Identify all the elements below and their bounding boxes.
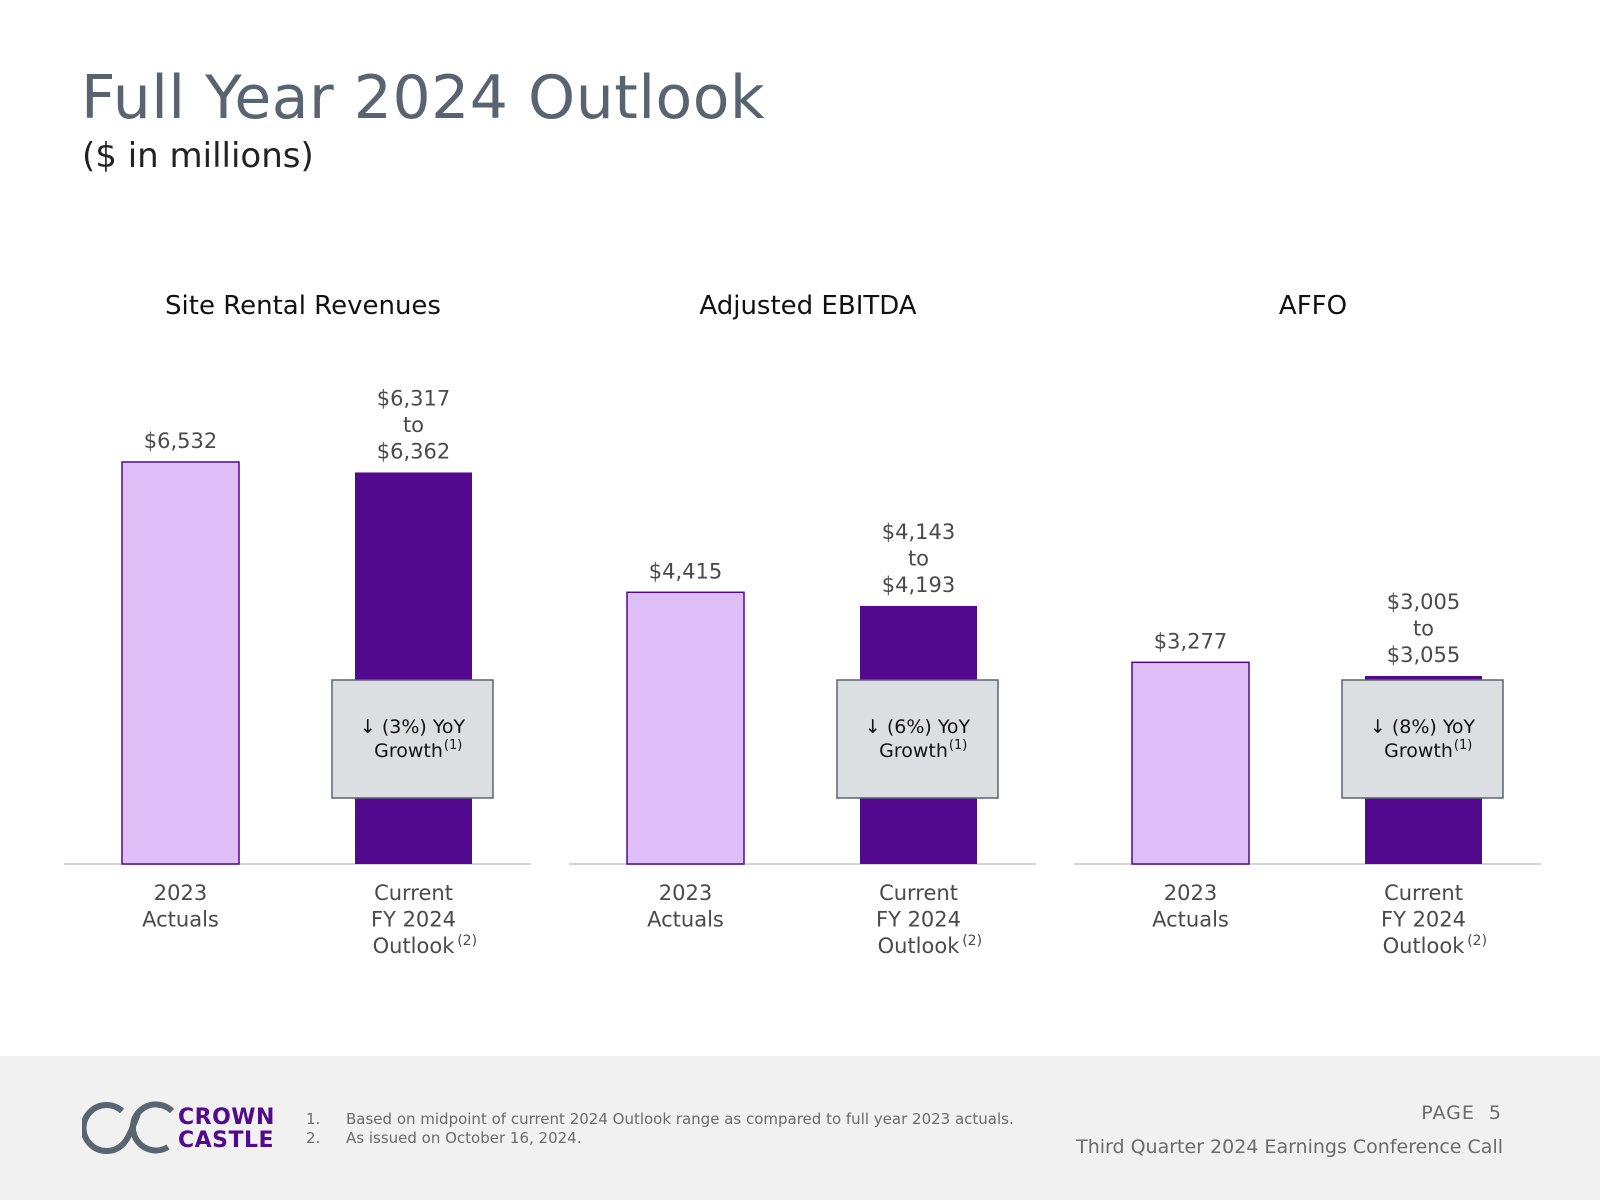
callout-growth-value: ↓ (3%) YoY [360,716,466,738]
footnote-2: 2. As issued on October 16, 2024. [306,1129,1014,1148]
page-label: PAGE [1421,1102,1475,1124]
charts-area: Site Rental Revenues $6,532 2023 Actuals $6,… [64,291,1541,958]
crown-castle-logo-mark-icon [82,1101,174,1154]
bar-fy2024-outlook [355,472,472,864]
x-tick-label: Outlook [878,934,961,958]
bar-value-label: $6,317 [377,386,450,410]
page-number: 5 [1488,1102,1502,1124]
x-tick-label: Current [1384,881,1463,905]
bar-value-label: $3,277 [1154,629,1227,653]
chart-title: AFFO [1279,291,1347,321]
x-tick-label: Outlook [1383,934,1466,958]
bar-2023-actuals [121,461,240,865]
page-indicator: PAGE 5 [1421,1102,1502,1124]
page-title: Full Year 2024 Outlook [81,63,766,133]
chart-title: Adjusted EBITDA [699,291,916,321]
logo-line-1: CROWN [178,1105,275,1130]
callout-growth-value: ↓ (6%) YoY [865,716,971,738]
callout-superscript: (1) [1454,738,1472,753]
bar-value-label: to [908,546,929,570]
bar-value-label: $4,193 [882,573,955,597]
footnote-text: As issued on October 16, 2024. [346,1129,582,1147]
footnote-text: Based on midpoint of current 2024 Outloo… [346,1110,1014,1128]
bar-2023-actuals [626,591,745,865]
x-tick-label: Actuals [142,908,219,932]
x-tick-label: FY 2024 [876,908,961,932]
callout-growth-label: Growth [1384,740,1453,762]
logo-wordmark: CROWN CASTLE [178,1106,275,1152]
footnote-number: 1. [306,1110,321,1128]
callout-growth-label: Growth [374,740,443,762]
callout-superscript: (1) [444,738,462,753]
x-tick-superscript: (2) [457,933,477,949]
x-tick-label: 2023 [154,881,207,905]
yoy-growth-callout [836,679,999,799]
x-tick-label: Actuals [1152,908,1229,932]
footnote-1: 1. Based on midpoint of current 2024 Out… [306,1110,1014,1129]
chart-title: Site Rental Revenues [165,291,441,321]
x-tick-superscript: (2) [1467,933,1487,949]
x-tick-label: Outlook [373,934,456,958]
callout-growth-label: Growth [879,740,948,762]
event-name: Third Quarter 2024 Earnings Conference C… [1076,1136,1503,1158]
callout-superscript: (1) [949,738,967,753]
callout-growth-value: ↓ (8%) YoY [1370,716,1476,738]
page-subtitle: ($ in millions) [82,136,314,176]
x-tick-label: FY 2024 [1381,908,1466,932]
x-tick-label: Current [879,881,958,905]
bar-value-label: to [403,413,424,437]
logo-line-2: CASTLE [178,1128,275,1153]
x-tick-label: Current [374,881,453,905]
yoy-growth-callout [331,679,494,799]
footer: CROWN CASTLE 1. Based on midpoint of cur… [0,1056,1600,1200]
x-tick-superscript: (2) [962,933,982,949]
bar-value-label: $6,362 [377,439,450,463]
yoy-growth-callout [1341,679,1504,799]
bar-value-label: to [1413,616,1434,640]
bar-value-label: $3,055 [1387,643,1460,667]
x-tick-label: 2023 [659,881,712,905]
bar-value-label: $4,143 [882,520,955,544]
bar-value-label: $3,005 [1387,590,1460,614]
x-tick-label: 2023 [1164,881,1217,905]
bar-value-label: $4,415 [649,559,722,583]
x-tick-label: FY 2024 [371,908,456,932]
x-tick-label: Actuals [647,908,724,932]
footnotes: 1. Based on midpoint of current 2024 Out… [306,1110,1014,1148]
bar-value-label: $6,532 [144,429,217,453]
bar-2023-actuals [1131,661,1250,865]
footnote-number: 2. [306,1129,321,1147]
